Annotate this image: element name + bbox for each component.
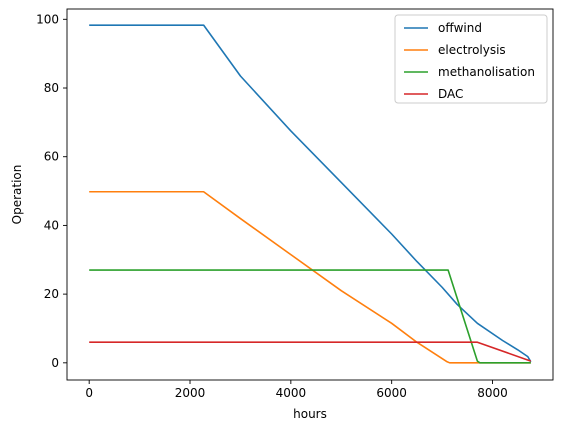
y-tick-label: 40 bbox=[44, 218, 59, 232]
y-tick-label: 80 bbox=[44, 81, 59, 95]
legend-label-offwind: offwind bbox=[438, 21, 482, 35]
y-tick-label: 0 bbox=[51, 356, 59, 370]
x-tick-label: 4000 bbox=[276, 386, 307, 400]
series-line-methanolisation bbox=[89, 269, 531, 364]
series-line-electrolysis bbox=[89, 190, 531, 364]
y-tick-label: 100 bbox=[36, 12, 59, 26]
y-tick-label: 60 bbox=[44, 150, 59, 164]
x-tick-label: 0 bbox=[85, 386, 93, 400]
legend: offwind electrolysis methanolisation DAC bbox=[394, 14, 548, 104]
x-axis-ticks: 0 2000 4000 6000 8000 bbox=[85, 380, 508, 400]
y-axis-ticks: 0 20 40 60 80 100 bbox=[36, 12, 67, 370]
x-axis-label: hours bbox=[293, 407, 327, 421]
series-line-DAC bbox=[89, 341, 532, 362]
y-axis-label: Operation bbox=[10, 165, 24, 225]
axes-border bbox=[66, 8, 554, 381]
x-tick-label: 2000 bbox=[175, 386, 206, 400]
legend-label-methanolisation: methanolisation bbox=[438, 65, 535, 79]
y-tick-label: 20 bbox=[44, 287, 59, 301]
legend-box bbox=[394, 14, 548, 104]
x-tick-label: 8000 bbox=[477, 386, 508, 400]
legend-label-DAC: DAC bbox=[438, 87, 463, 101]
series-lines bbox=[89, 24, 532, 364]
legend-label-electrolysis: electrolysis bbox=[438, 43, 506, 57]
plot-frame bbox=[66, 8, 554, 381]
x-tick-label: 6000 bbox=[376, 386, 407, 400]
series-line-offwind bbox=[89, 24, 532, 363]
